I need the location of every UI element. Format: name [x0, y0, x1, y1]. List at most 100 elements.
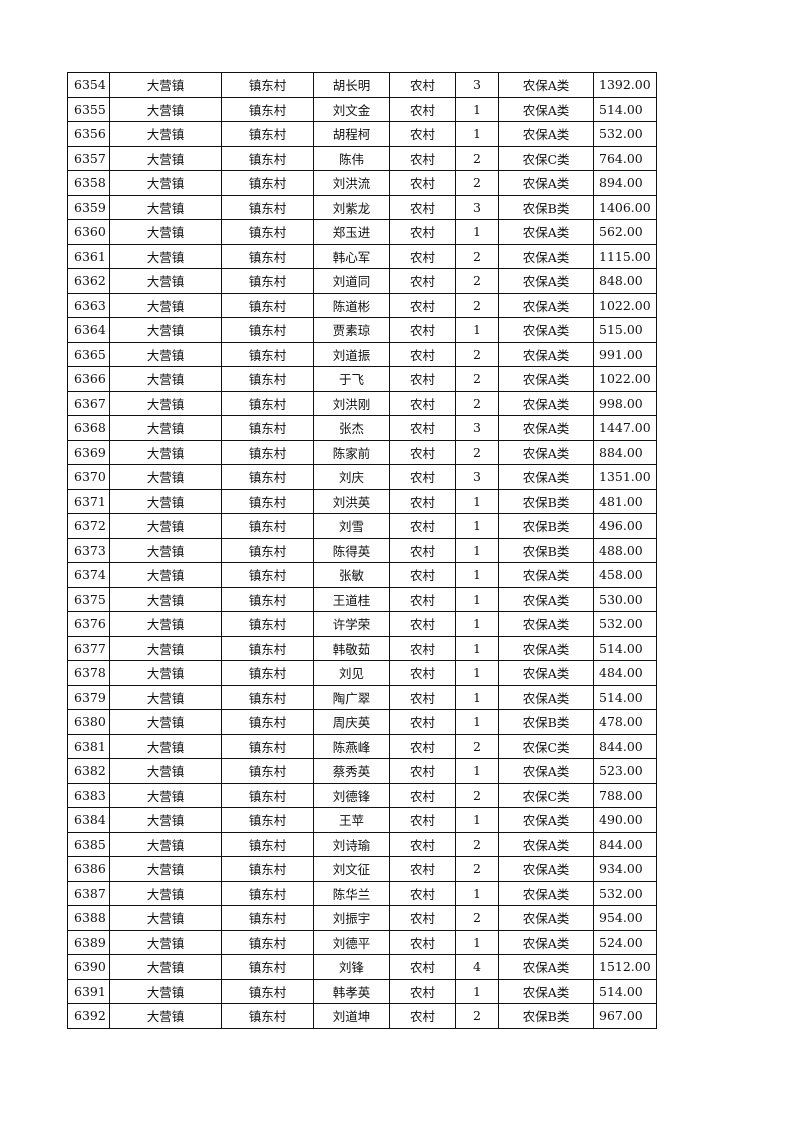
village-cell: 镇东村	[221, 611, 314, 637]
household-type-cell: 农村	[389, 807, 456, 833]
town-cell: 大营镇	[109, 880, 222, 906]
people-count-cell: 1	[455, 96, 499, 122]
people-count-cell: 1	[455, 121, 499, 147]
table-row: 6365 大营镇 镇东村 刘道振 农村 2 农保A类 991.00	[67, 341, 657, 367]
name-cell: 刘雪	[313, 513, 390, 539]
row-number-cell: 6391	[67, 978, 110, 1004]
household-type-cell: 农村	[389, 488, 456, 514]
household-type-cell: 农村	[389, 954, 456, 980]
town-cell: 大营镇	[109, 684, 222, 710]
town-cell: 大营镇	[109, 121, 222, 147]
name-cell: 于飞	[313, 366, 390, 392]
table-row: 6367 大营镇 镇东村 刘洪刚 农村 2 农保A类 998.00	[67, 390, 657, 416]
name-cell: 陈家前	[313, 439, 390, 465]
amount-cell: 954.00	[593, 905, 657, 931]
amount-cell: 515.00	[593, 317, 657, 343]
people-count-cell: 1	[455, 880, 499, 906]
village-cell: 镇东村	[221, 929, 314, 955]
village-cell: 镇东村	[221, 243, 314, 269]
table-row: 6385 大营镇 镇东村 刘诗瑜 农村 2 农保A类 844.00	[67, 831, 657, 857]
table-row: 6380 大营镇 镇东村 周庆英 农村 1 农保B类 478.00	[67, 709, 657, 735]
people-count-cell: 1	[455, 684, 499, 710]
table-row: 6355 大营镇 镇东村 刘文金 农村 1 农保A类 514.00	[67, 96, 657, 122]
row-number-cell: 6386	[67, 856, 110, 882]
table-row: 6390 大营镇 镇东村 刘锋 农村 4 农保A类 1512.00	[67, 954, 657, 980]
insurance-category-cell: 农保C类	[498, 145, 594, 171]
people-count-cell: 1	[455, 488, 499, 514]
table-row: 6360 大营镇 镇东村 郑玉进 农村 1 农保A类 562.00	[67, 219, 657, 245]
village-cell: 镇东村	[221, 586, 314, 612]
insurance-category-cell: 农保B类	[498, 488, 594, 514]
amount-cell: 481.00	[593, 488, 657, 514]
people-count-cell: 1	[455, 709, 499, 735]
name-cell: 胡长明	[313, 72, 390, 98]
people-count-cell: 1	[455, 978, 499, 1004]
village-cell: 镇东村	[221, 439, 314, 465]
amount-cell: 514.00	[593, 635, 657, 661]
insurance-category-cell: 农保A类	[498, 684, 594, 710]
household-type-cell: 农村	[389, 611, 456, 637]
name-cell: 韩心军	[313, 243, 390, 269]
insurance-category-cell: 农保A类	[498, 464, 594, 490]
name-cell: 王苹	[313, 807, 390, 833]
row-number-cell: 6364	[67, 317, 110, 343]
town-cell: 大营镇	[109, 660, 222, 686]
insurance-category-cell: 农保A类	[498, 341, 594, 367]
amount-cell: 484.00	[593, 660, 657, 686]
village-cell: 镇东村	[221, 170, 314, 196]
name-cell: 刘见	[313, 660, 390, 686]
amount-cell: 524.00	[593, 929, 657, 955]
household-type-cell: 农村	[389, 831, 456, 857]
table-row: 6375 大营镇 镇东村 王道桂 农村 1 农保A类 530.00	[67, 586, 657, 612]
table-row: 6370 大营镇 镇东村 刘庆 农村 3 农保A类 1351.00	[67, 464, 657, 490]
people-count-cell: 2	[455, 782, 499, 808]
row-number-cell: 6359	[67, 194, 110, 220]
household-type-cell: 农村	[389, 464, 456, 490]
row-number-cell: 6378	[67, 660, 110, 686]
amount-cell: 934.00	[593, 856, 657, 882]
table-row: 6373 大营镇 镇东村 陈得英 农村 1 农保B类 488.00	[67, 537, 657, 563]
name-cell: 刘文金	[313, 96, 390, 122]
table-row: 6358 大营镇 镇东村 刘洪流 农村 2 农保A类 894.00	[67, 170, 657, 196]
row-number-cell: 6376	[67, 611, 110, 637]
town-cell: 大营镇	[109, 611, 222, 637]
household-type-cell: 农村	[389, 1003, 456, 1029]
amount-cell: 514.00	[593, 684, 657, 710]
table-row: 6379 大营镇 镇东村 陶广翠 农村 1 农保A类 514.00	[67, 684, 657, 710]
household-type-cell: 农村	[389, 268, 456, 294]
insurance-category-cell: 农保A类	[498, 72, 594, 98]
insurance-category-cell: 农保A类	[498, 635, 594, 661]
people-count-cell: 1	[455, 635, 499, 661]
amount-cell: 1351.00	[593, 464, 657, 490]
people-count-cell: 2	[455, 856, 499, 882]
row-number-cell: 6382	[67, 758, 110, 784]
amount-cell: 1392.00	[593, 72, 657, 98]
household-type-cell: 农村	[389, 929, 456, 955]
household-type-cell: 农村	[389, 978, 456, 1004]
village-cell: 镇东村	[221, 366, 314, 392]
insurance-category-cell: 农保A类	[498, 439, 594, 465]
people-count-cell: 1	[455, 513, 499, 539]
town-cell: 大营镇	[109, 366, 222, 392]
amount-cell: 490.00	[593, 807, 657, 833]
household-type-cell: 农村	[389, 243, 456, 269]
row-number-cell: 6360	[67, 219, 110, 245]
insurance-category-cell: 农保A类	[498, 611, 594, 637]
row-number-cell: 6367	[67, 390, 110, 416]
insurance-category-cell: 农保A类	[498, 96, 594, 122]
household-type-cell: 农村	[389, 733, 456, 759]
amount-cell: 967.00	[593, 1003, 657, 1029]
people-count-cell: 2	[455, 366, 499, 392]
insurance-category-cell: 农保B类	[498, 709, 594, 735]
amount-cell: 514.00	[593, 96, 657, 122]
town-cell: 大营镇	[109, 733, 222, 759]
table-row: 6354 大营镇 镇东村 胡长明 农村 3 农保A类 1392.00	[67, 72, 657, 98]
people-count-cell: 1	[455, 317, 499, 343]
town-cell: 大营镇	[109, 219, 222, 245]
name-cell: 胡程柯	[313, 121, 390, 147]
insurance-category-cell: 农保A类	[498, 268, 594, 294]
insurance-category-cell: 农保B类	[498, 537, 594, 563]
village-cell: 镇东村	[221, 96, 314, 122]
table-row: 6387 大营镇 镇东村 陈华兰 农村 1 农保A类 532.00	[67, 880, 657, 906]
household-type-cell: 农村	[389, 341, 456, 367]
